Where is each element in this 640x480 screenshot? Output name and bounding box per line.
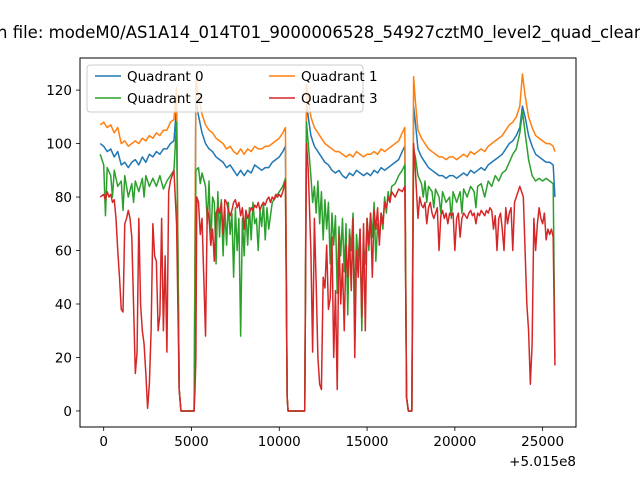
x-tick-label: 10000 xyxy=(258,434,301,450)
x-tick-label: 25000 xyxy=(521,434,564,450)
y-tick-label: 0 xyxy=(63,404,72,420)
y-tick-label: 80 xyxy=(55,190,72,206)
legend-label-quadrant-2: Quadrant 2 xyxy=(127,91,204,107)
y-axis: 0 20 40 60 80 100 120 xyxy=(46,83,80,420)
x-axis: 0 5000 10000 15000 20000 25000 xyxy=(99,427,564,450)
x-tick-label: 20000 xyxy=(433,434,476,450)
series-line-quadrant-3 xyxy=(99,142,556,412)
legend-label-quadrant-3: Quadrant 3 xyxy=(301,91,378,107)
y-tick-label: 60 xyxy=(55,244,72,260)
legend-label-quadrant-1: Quadrant 1 xyxy=(301,69,378,85)
plot-area: 0 5000 10000 15000 20000 25000 0 20 40 60 80 100 12… xyxy=(46,57,577,470)
legend: Quadrant 0 Quadrant 1 Quadrant 2 Quadrant 3 xyxy=(86,64,378,113)
y-tick-label: 100 xyxy=(46,137,72,153)
y-tick-label: 20 xyxy=(55,350,72,366)
chart-title: n file: modeM0/AS1A14_014T01_9000006528_… xyxy=(0,23,640,43)
y-tick-label: 120 xyxy=(46,83,72,99)
axes-frame xyxy=(79,57,577,428)
x-tick-label: 5000 xyxy=(174,434,208,450)
legend-label-quadrant-0: Quadrant 0 xyxy=(127,69,204,85)
x-tick-label: 0 xyxy=(99,434,108,450)
x-axis-offset-label: +5.015e8 xyxy=(509,454,576,470)
y-tick-label: 40 xyxy=(55,297,72,313)
x-tick-label: 15000 xyxy=(346,434,389,450)
series-layer xyxy=(99,73,556,412)
